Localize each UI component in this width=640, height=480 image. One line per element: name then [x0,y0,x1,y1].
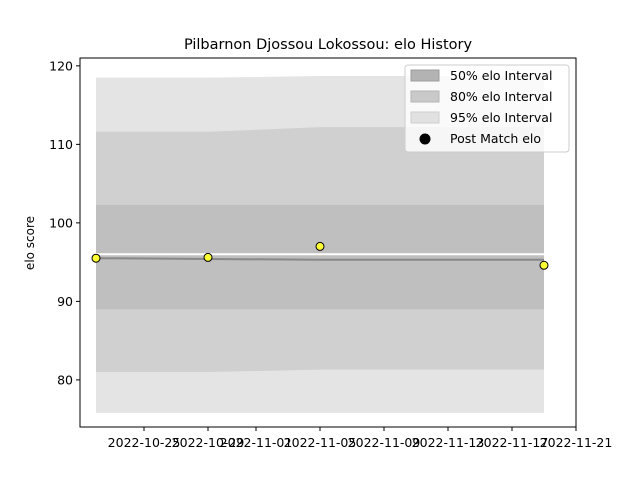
legend-swatch-80 [410,90,440,103]
legend-marker-points [419,133,431,145]
post-match-point-0 [91,253,101,263]
y-axis-label: elo score [23,216,37,270]
legend-label-95: 95% elo Interval [450,110,552,125]
y-tick-label: 80 [57,372,73,387]
chart-title: Pilbarnon Djossou Lokossou: elo History [184,37,473,53]
legend-label-80: 80% elo Interval [450,89,552,104]
legend-label-50: 50% elo Interval [450,68,552,83]
x-axis-ticks: 2022-10-252022-10-292022-11-012022-11-05… [108,427,613,450]
x-tick-label: 2022-10-29 [172,435,245,450]
y-tick-label: 90 [57,294,73,309]
y-tick-label: 100 [49,215,73,230]
x-tick-label: 2022-11-13 [412,435,485,450]
x-tick-label: 2022-11-17 [476,435,549,450]
x-tick-label: 2022-11-05 [284,435,357,450]
legend-swatch-50 [410,69,440,82]
y-tick-label: 110 [49,137,73,152]
post-match-point-2 [315,241,325,251]
legend-box [404,64,570,153]
y-axis-ticks: 80 90 100 110 120 [49,58,80,387]
x-tick-label: 2022-11-01 [220,435,293,450]
post-match-point-3 [539,260,549,270]
x-tick-label: 2022-11-09 [348,435,421,450]
post-match-point-1 [203,252,213,262]
plot-area-frame [79,57,577,428]
x-tick-label: 2022-11-21 [540,435,613,450]
legend-label-points: Post Match elo [450,131,541,146]
legend: 50% elo Interval 80% elo Interval 95% el… [404,64,570,153]
mean-elo-line [95,257,544,261]
series-lines [95,253,544,261]
band50-area [96,204,544,310]
legend-swatch-95 [410,111,440,124]
post-match-points [91,241,549,270]
x-tick-label: 2022-10-25 [108,435,181,450]
y-tick-label: 120 [49,58,73,73]
